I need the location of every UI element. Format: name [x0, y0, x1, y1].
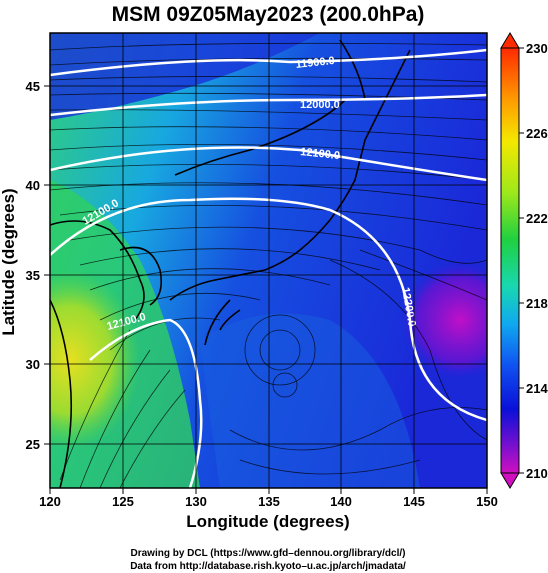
- y-axis-title: Latitude (degrees): [0, 188, 18, 335]
- y-tick-label: 45: [26, 79, 40, 94]
- colorbar-bottom-arrow: [500, 472, 520, 489]
- x-tick-label: 120: [39, 494, 61, 509]
- y-tick-label: 35: [26, 268, 40, 283]
- y-tick-label: 40: [26, 178, 40, 193]
- colorbar-tick-label: 230: [526, 41, 548, 56]
- x-tick-label: 125: [112, 494, 134, 509]
- colorbar-scale: [500, 47, 520, 474]
- x-tick-label: 135: [258, 494, 280, 509]
- x-tick-marks: [49, 488, 488, 494]
- x-tick-label: 150: [476, 494, 498, 509]
- contour-label-3: 12100.0: [300, 146, 341, 162]
- figure-title: MSM 09Z05May2023 (200.0hPa): [112, 3, 425, 26]
- contour-label-2: 12000.0: [300, 99, 340, 111]
- x-tick-label: 140: [330, 494, 352, 509]
- colorbar-tick-label: 226: [526, 126, 548, 141]
- x-axis-title: Longitude (degrees): [186, 512, 349, 531]
- colorbar-tick-label: 214: [526, 381, 548, 396]
- x-tick-label: 130: [185, 494, 207, 509]
- credit-line-2: Data from http://database.rish.kyoto–u.a…: [130, 561, 406, 572]
- map-plot-area: 11900.0 12000.0 12100.0 12200.0 12100.0 …: [50, 33, 487, 488]
- colorbar-tick-label: 222: [526, 211, 548, 226]
- height-contours: [50, 48, 487, 488]
- cold-region: [400, 260, 487, 380]
- coastlines: [50, 39, 411, 488]
- colorbar: 230 226 222 218 214 210: [500, 32, 548, 489]
- x-tick-label: 145: [403, 494, 425, 509]
- credit-line-1: Drawing by DCL (https://www.gfd–dennou.o…: [130, 548, 405, 559]
- contour-label-1: 11900.0: [295, 55, 335, 71]
- y-tick-label: 30: [26, 357, 40, 372]
- colorbar-top-arrow: [500, 32, 520, 49]
- colorbar-tick-label: 218: [526, 296, 548, 311]
- y-tick-marks: [44, 85, 50, 445]
- lat-lon-grid: [50, 33, 487, 488]
- colorbar-tick-label: 210: [526, 466, 548, 481]
- y-tick-label: 25: [26, 437, 40, 452]
